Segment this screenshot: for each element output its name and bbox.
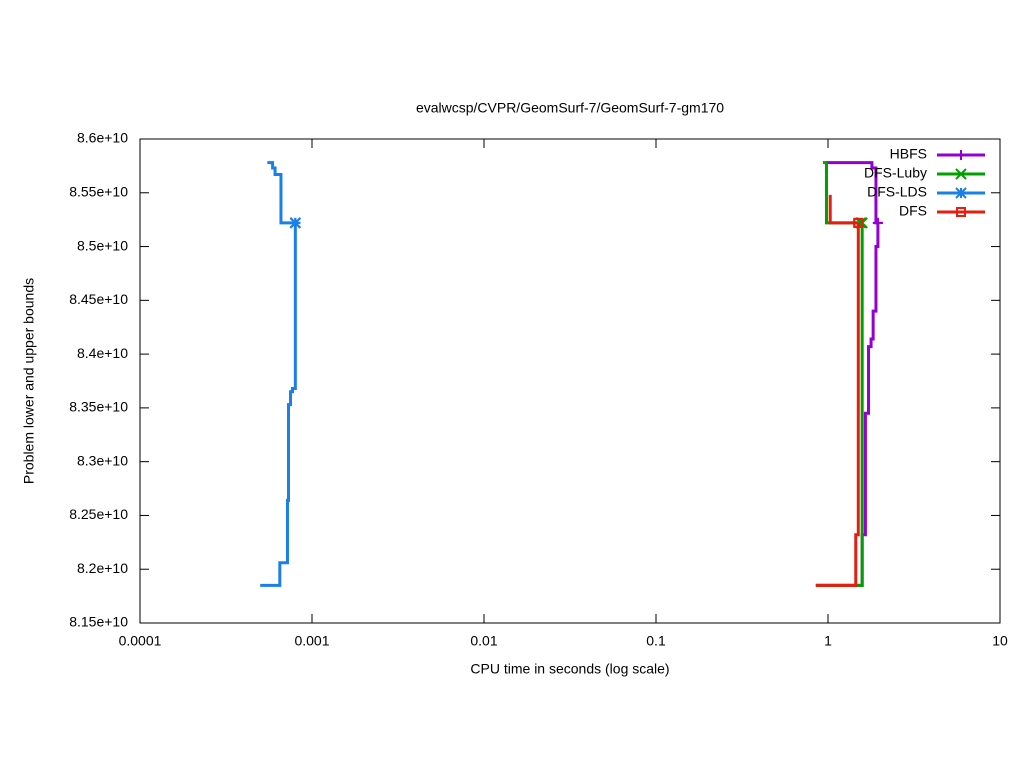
plot-frame bbox=[139, 138, 1001, 624]
x-tick-label: 0.01 bbox=[470, 633, 497, 649]
y-tick-label: 8.2e+10 bbox=[77, 560, 128, 576]
x-axis-label: CPU time in seconds (log scale) bbox=[470, 661, 669, 677]
y-tick-label: 8.3e+10 bbox=[77, 452, 128, 468]
x-tick-label: 0.0001 bbox=[119, 633, 162, 649]
point-marker bbox=[853, 217, 864, 228]
legend-label: DFS bbox=[899, 203, 927, 219]
x-tick-label: 0.001 bbox=[294, 633, 329, 649]
y-tick-label: 8.55e+10 bbox=[69, 183, 128, 199]
series-line bbox=[815, 194, 860, 587]
point-marker bbox=[872, 217, 883, 228]
legend-label: DFS-LDS bbox=[867, 184, 927, 200]
legend-marker bbox=[956, 150, 966, 160]
point-marker bbox=[289, 217, 302, 229]
series-line bbox=[815, 161, 880, 587]
y-tick-label: 8.15e+10 bbox=[69, 614, 128, 630]
legend-marker bbox=[955, 187, 967, 199]
y-tick-label: 8.5e+10 bbox=[77, 237, 128, 253]
x-tick-label: 1 bbox=[824, 633, 832, 649]
legend-label: DFS-Luby bbox=[864, 165, 927, 181]
y-tick-label: 8.25e+10 bbox=[69, 506, 128, 522]
y-tick-label: 8.35e+10 bbox=[69, 399, 128, 415]
y-tick-label: 8.6e+10 bbox=[77, 130, 128, 146]
x-tick-label: 0.1 bbox=[646, 633, 666, 649]
chart-title: evalwcsp/CVPR/GeomSurf-7/GeomSurf-7-gm17… bbox=[416, 100, 724, 116]
y-tick-label: 8.45e+10 bbox=[69, 291, 128, 307]
series-line bbox=[260, 161, 297, 587]
legend-label: HBFS bbox=[890, 146, 927, 162]
y-tick-label: 8.4e+10 bbox=[77, 345, 128, 361]
legend-marker bbox=[956, 207, 966, 217]
x-tick-label: 10 bbox=[992, 633, 1008, 649]
y-axis-label: Problem lower and upper bounds bbox=[21, 278, 37, 484]
legend-marker bbox=[955, 168, 967, 180]
